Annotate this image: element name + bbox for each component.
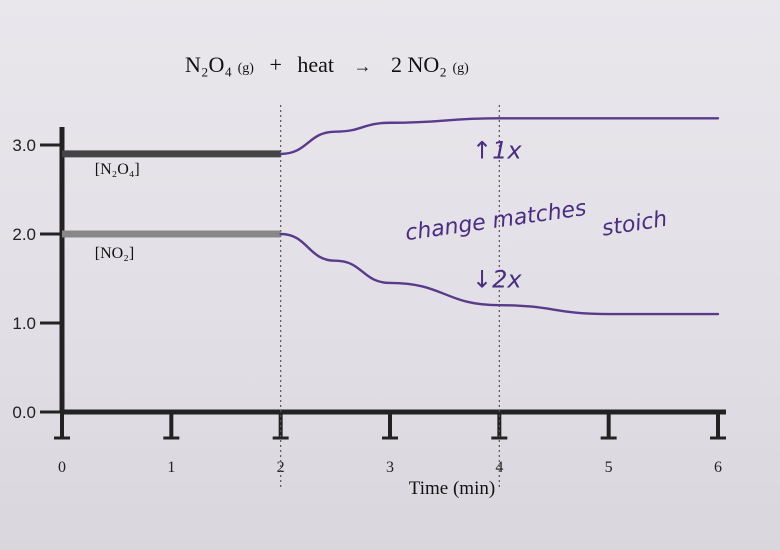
x-tick-label: 1: [167, 459, 175, 476]
x-tick-label: 4: [495, 459, 503, 476]
annotation-stoich: stoich: [600, 207, 669, 242]
annotation-change-matches: change matches: [404, 196, 588, 246]
product: 2 NO₂: [391, 52, 447, 77]
plus-sign: +: [269, 52, 282, 77]
series-curve-no2: [279, 232, 720, 316]
heat-label: heat: [297, 52, 335, 77]
x-tick-label: 6: [714, 459, 722, 476]
x-tick-label: 5: [605, 459, 613, 476]
annotation-down-2x: ↓2x: [472, 265, 522, 293]
series-label-no2: [NO₂]: [95, 245, 134, 262]
reaction-equation: N₂O₄ (g) + heat → 2 NO₂ (g): [185, 52, 469, 78]
y-tick-label: 1.0: [12, 314, 36, 333]
annotation-up-1x: ↑1x: [472, 136, 522, 164]
product-state: (g): [452, 61, 469, 76]
y-tick-label: 3.0: [12, 136, 36, 155]
series-curve-n2o4: [279, 117, 720, 156]
y-tick-label: 0.0: [12, 403, 36, 422]
reaction-arrow: →: [353, 56, 372, 76]
series-label-n2o4: [N₂O₄]: [95, 161, 140, 178]
reactant: N₂O₄: [185, 52, 233, 77]
y-tick-label: 2.0: [12, 225, 36, 244]
x-tick-label: 3: [386, 459, 394, 476]
x-tick-label: 0: [58, 459, 66, 476]
x-tick-label: 2: [277, 459, 285, 476]
x-axis-title: Time (min): [409, 478, 495, 499]
reactant-state: (g): [237, 61, 254, 76]
